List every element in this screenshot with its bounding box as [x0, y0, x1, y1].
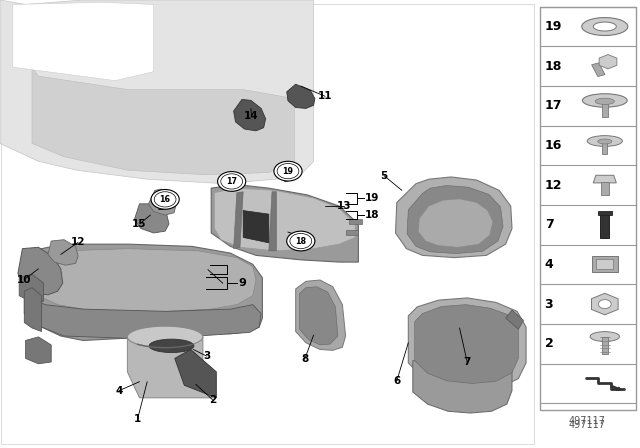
Text: 4: 4 — [545, 258, 554, 271]
Text: 4: 4 — [115, 386, 123, 396]
Polygon shape — [24, 244, 262, 340]
Text: 14: 14 — [244, 112, 259, 121]
Polygon shape — [506, 310, 524, 329]
Polygon shape — [300, 287, 338, 345]
Ellipse shape — [593, 22, 616, 31]
Text: 11: 11 — [318, 91, 332, 101]
Text: 2: 2 — [209, 395, 216, 405]
Text: 2: 2 — [545, 337, 554, 350]
Polygon shape — [26, 337, 51, 364]
Text: 16: 16 — [545, 139, 562, 152]
Text: 1: 1 — [134, 414, 141, 424]
Polygon shape — [234, 192, 243, 249]
Polygon shape — [13, 2, 154, 81]
Bar — [349, 219, 362, 224]
Polygon shape — [243, 211, 269, 243]
Text: 18: 18 — [545, 60, 562, 73]
Polygon shape — [408, 298, 526, 390]
Polygon shape — [296, 280, 346, 350]
Polygon shape — [24, 288, 42, 332]
Bar — [602, 101, 608, 116]
Bar — [600, 213, 609, 238]
Polygon shape — [134, 204, 169, 233]
Text: 7: 7 — [463, 357, 471, 367]
Text: 18: 18 — [365, 210, 380, 220]
Polygon shape — [593, 175, 616, 183]
Text: 16: 16 — [159, 195, 171, 204]
Text: 19: 19 — [282, 167, 294, 176]
Polygon shape — [287, 84, 315, 108]
Ellipse shape — [582, 94, 627, 107]
Text: 497117: 497117 — [569, 420, 606, 430]
Polygon shape — [148, 189, 176, 215]
Polygon shape — [419, 199, 493, 247]
Polygon shape — [211, 185, 358, 262]
Polygon shape — [214, 188, 355, 251]
Bar — [602, 141, 607, 155]
Polygon shape — [407, 185, 503, 254]
Text: 3: 3 — [545, 297, 553, 310]
Polygon shape — [413, 361, 512, 413]
Text: 15: 15 — [132, 219, 147, 229]
Circle shape — [274, 161, 302, 181]
Polygon shape — [48, 240, 78, 265]
Text: 17: 17 — [545, 99, 562, 112]
Circle shape — [218, 172, 246, 191]
Text: 12: 12 — [71, 237, 85, 247]
Bar — [602, 336, 608, 353]
FancyBboxPatch shape — [1, 4, 534, 444]
Bar — [601, 182, 609, 195]
Circle shape — [277, 164, 299, 179]
Polygon shape — [29, 249, 256, 311]
Ellipse shape — [595, 98, 614, 104]
Polygon shape — [415, 305, 518, 383]
Text: 497117: 497117 — [569, 416, 606, 426]
Bar — [346, 230, 358, 235]
Text: 17: 17 — [226, 177, 237, 186]
Text: 19: 19 — [545, 20, 562, 33]
FancyArrow shape — [611, 385, 621, 390]
Text: 9: 9 — [238, 278, 246, 288]
Text: 8: 8 — [301, 354, 308, 364]
Text: 3: 3 — [203, 351, 211, 361]
Text: 12: 12 — [545, 179, 562, 192]
Text: 7: 7 — [545, 218, 554, 231]
Polygon shape — [32, 67, 294, 175]
Text: 18: 18 — [295, 237, 307, 246]
Ellipse shape — [590, 332, 620, 341]
Circle shape — [290, 233, 312, 249]
Polygon shape — [127, 337, 216, 398]
Ellipse shape — [149, 339, 194, 353]
Polygon shape — [175, 349, 216, 398]
Text: 19: 19 — [365, 193, 379, 203]
Bar — [591, 63, 605, 77]
Circle shape — [221, 174, 243, 189]
Polygon shape — [0, 0, 314, 184]
Circle shape — [154, 192, 176, 207]
Ellipse shape — [598, 139, 612, 144]
Circle shape — [287, 231, 315, 251]
Ellipse shape — [588, 136, 622, 146]
Polygon shape — [19, 274, 44, 304]
Bar — [592, 256, 618, 272]
Bar — [596, 259, 613, 269]
Polygon shape — [26, 296, 261, 338]
Polygon shape — [234, 99, 266, 131]
Polygon shape — [18, 247, 63, 295]
Ellipse shape — [127, 326, 203, 348]
Text: 6: 6 — [393, 376, 401, 386]
Text: 5: 5 — [380, 171, 388, 181]
Text: 10: 10 — [17, 275, 31, 284]
FancyBboxPatch shape — [540, 7, 636, 410]
Bar — [598, 211, 612, 215]
Circle shape — [598, 300, 611, 309]
Polygon shape — [269, 192, 276, 251]
Circle shape — [151, 190, 179, 209]
Polygon shape — [396, 177, 512, 258]
Ellipse shape — [582, 17, 628, 35]
Text: 13: 13 — [337, 201, 351, 211]
